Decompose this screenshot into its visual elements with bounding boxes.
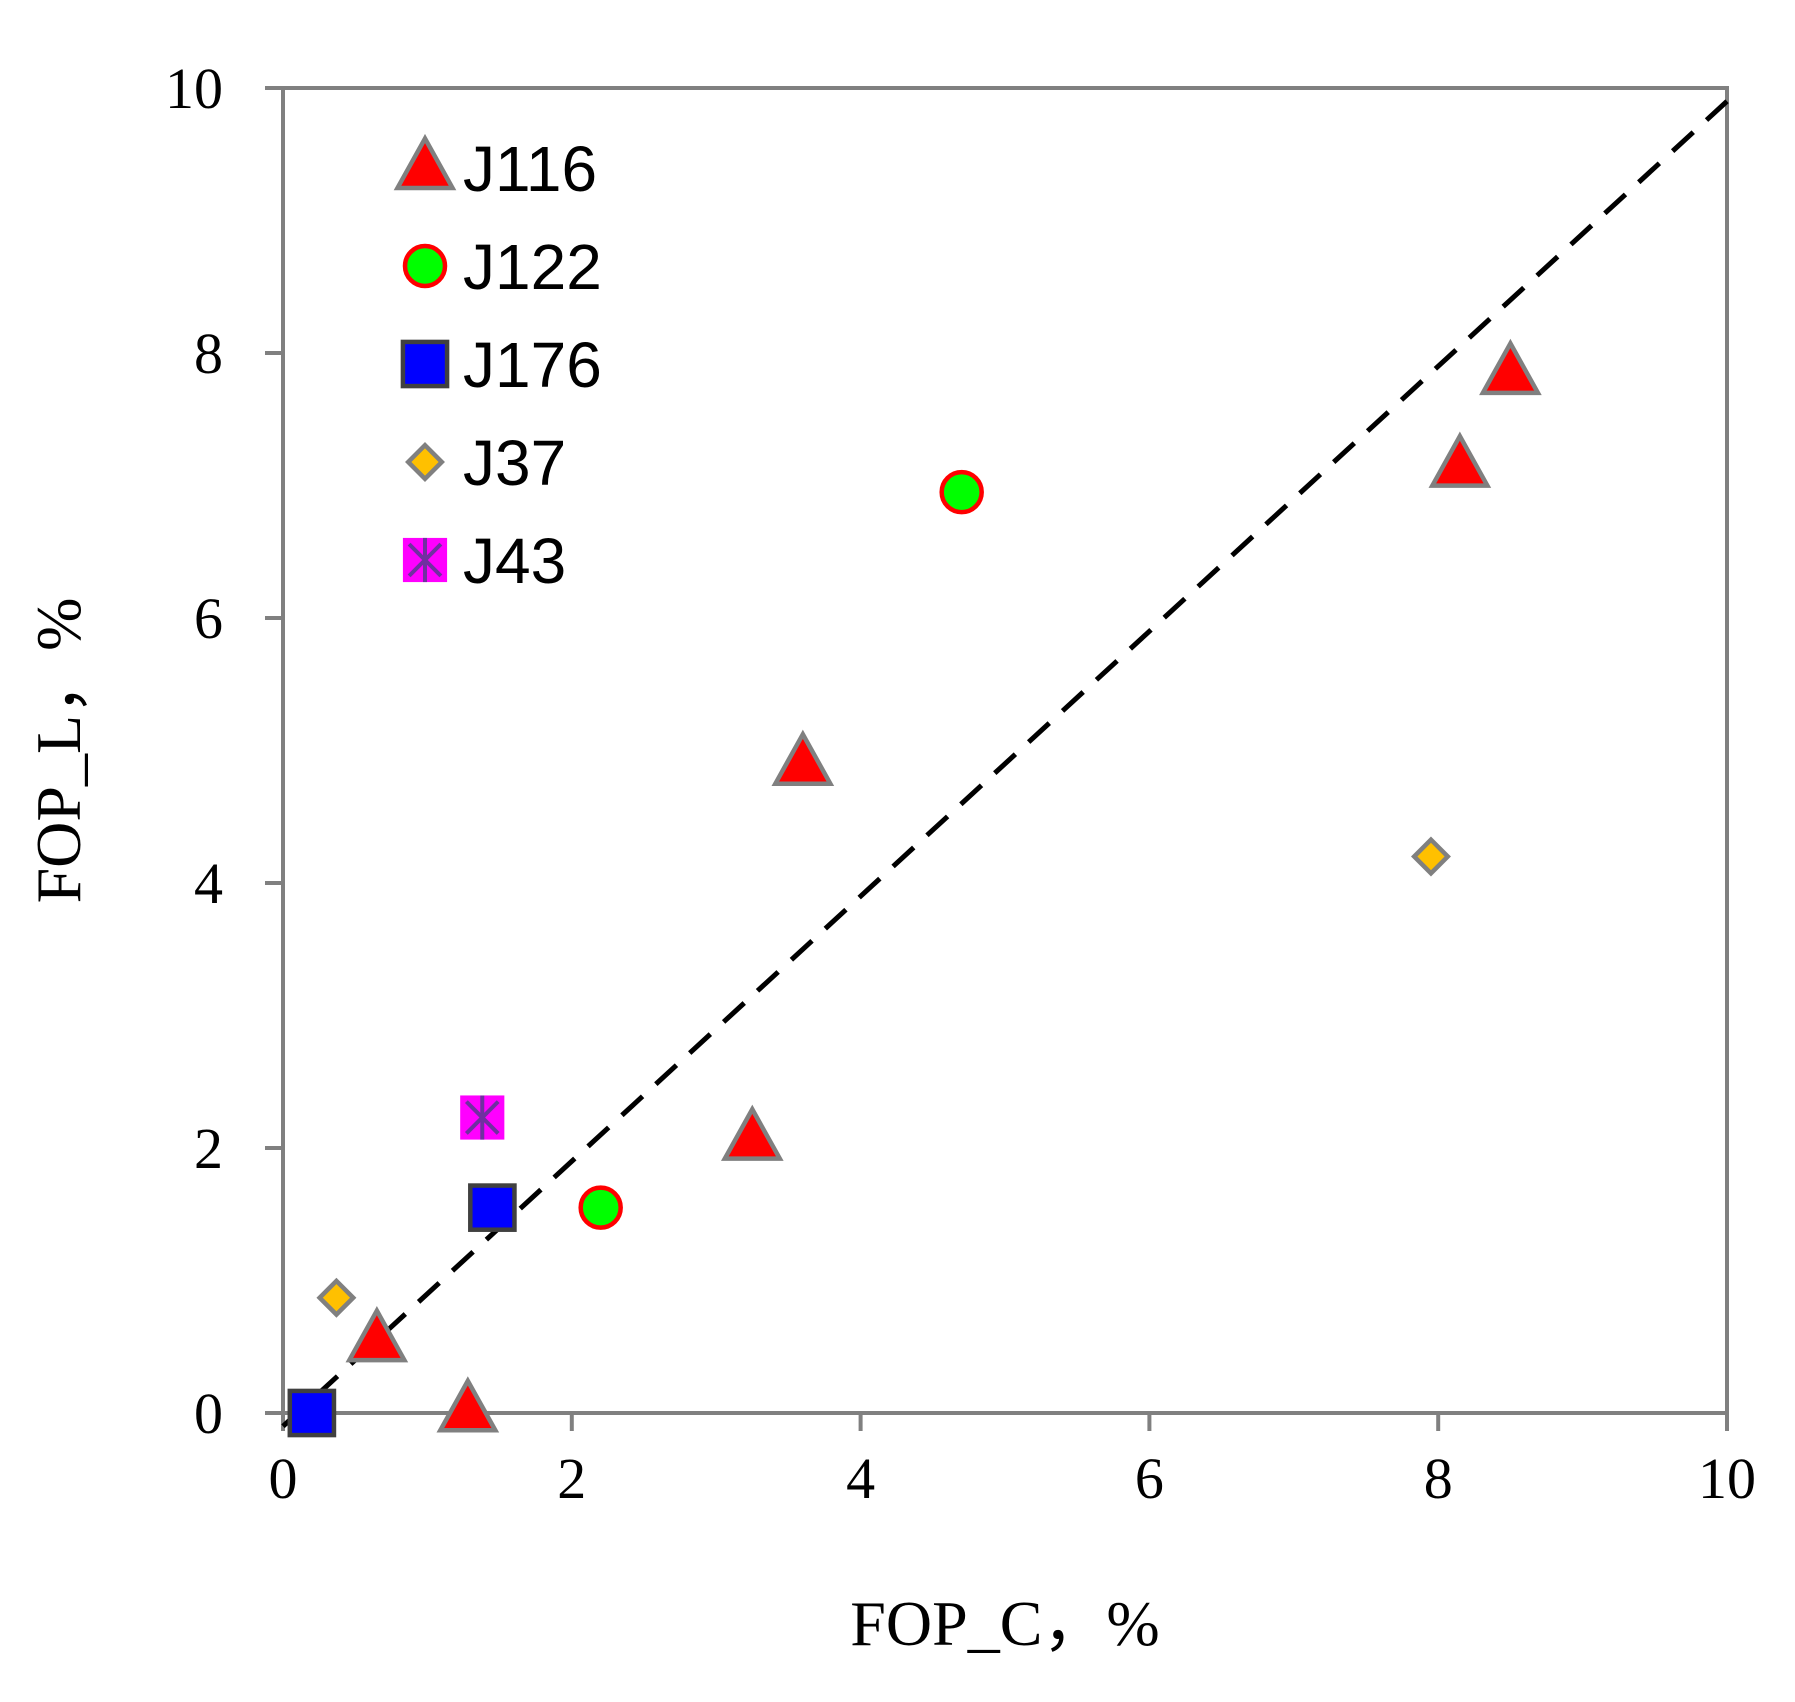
y-tick-label: 8 — [194, 321, 223, 386]
series-J122 — [578, 469, 984, 1230]
y-tick-label: 0 — [194, 1381, 223, 1446]
data-point-J116 — [1428, 431, 1492, 488]
data-point-J37 — [1410, 836, 1451, 877]
triangle-marker — [436, 1376, 500, 1433]
square-marker — [468, 1183, 517, 1232]
legend-marker — [400, 339, 450, 389]
plot-area — [281, 86, 1729, 1415]
axis-ticks: 0 2 4 6 8 10 0 2 4 6 8 10 — [165, 56, 1756, 1511]
legend-item-J122: J122 — [402, 231, 602, 303]
x-tick-label: 2 — [557, 1446, 586, 1511]
data-point-J43 — [460, 1095, 505, 1140]
plot-border — [281, 86, 1729, 1415]
legend-marker — [402, 243, 448, 289]
legend-marker — [405, 442, 445, 482]
data-point-J116 — [1479, 338, 1542, 396]
legend-label: J37 — [463, 427, 566, 499]
triangle-marker — [345, 1306, 409, 1363]
data-point-J122 — [939, 469, 984, 515]
square-marker — [287, 1388, 337, 1438]
circle-marker — [578, 1185, 623, 1230]
series-J176 — [287, 1183, 517, 1438]
legend-label: J176 — [463, 329, 602, 401]
data-point-J37 — [316, 1277, 357, 1318]
reference-line — [281, 99, 1729, 1429]
legend-item-J43: J43 — [402, 525, 566, 597]
y-axis-title: FOP_L，% — [23, 598, 94, 904]
legend: J116 J122 J176 J37 J43 — [393, 133, 602, 597]
x-tick-label: 0 — [269, 1446, 298, 1511]
x-tick-label: 6 — [1135, 1446, 1164, 1511]
data-point-J116 — [771, 729, 835, 786]
x-tick-label: 8 — [1424, 1446, 1453, 1511]
reference-line-group — [281, 99, 1729, 1429]
data-point-J122 — [578, 1185, 623, 1230]
legend-label: J122 — [463, 231, 602, 303]
square-marker — [400, 339, 450, 389]
legend-item-J37: J37 — [405, 427, 566, 499]
legend-marker — [402, 537, 448, 583]
series-J116 — [345, 338, 1542, 1433]
data-point-J116 — [720, 1104, 784, 1161]
x-axis-title: FOP_C，% — [850, 1588, 1159, 1659]
x-tick-label: 10 — [1698, 1446, 1756, 1511]
x-tick-label: 4 — [846, 1446, 875, 1511]
data-point-J176 — [287, 1388, 337, 1438]
circle-marker — [939, 469, 984, 515]
legend-item-J116: J116 — [393, 133, 597, 205]
diamond-marker — [1410, 836, 1451, 877]
data-point-J116 — [345, 1306, 409, 1363]
legend-item-J176: J176 — [400, 329, 602, 401]
triangle-marker — [720, 1104, 784, 1161]
y-tick-label: 4 — [194, 851, 223, 916]
legend-label: J116 — [463, 133, 597, 205]
series-J37 — [316, 836, 1451, 1318]
triangle-marker — [1428, 431, 1492, 488]
y-tick-label: 10 — [165, 56, 223, 121]
diamond-marker — [316, 1277, 357, 1318]
data-points — [287, 338, 1542, 1438]
data-point-J116 — [436, 1376, 500, 1433]
triangle-marker — [393, 133, 457, 191]
circle-marker — [402, 243, 448, 289]
triangle-marker — [771, 729, 835, 786]
legend-marker — [393, 133, 457, 191]
triangle-marker — [1479, 338, 1542, 396]
y-tick-label: 2 — [194, 1116, 223, 1181]
series-J43 — [460, 1095, 505, 1140]
legend-label: J43 — [463, 525, 566, 597]
data-point-J176 — [468, 1183, 517, 1232]
y-tick-label: 6 — [194, 586, 223, 651]
diamond-marker — [405, 442, 445, 482]
